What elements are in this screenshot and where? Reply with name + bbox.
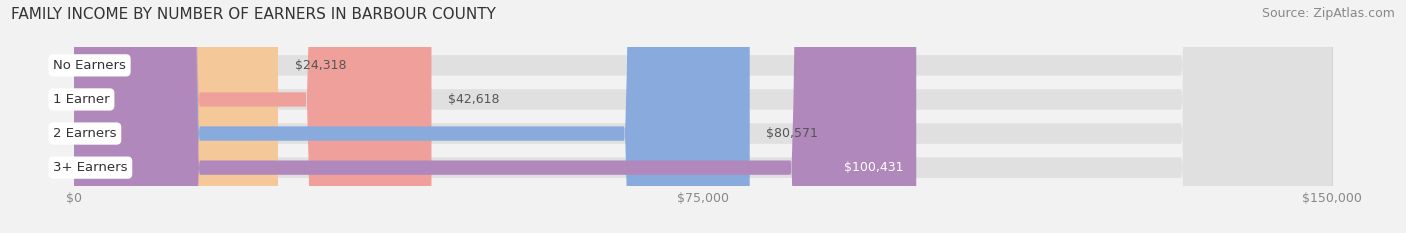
- Text: $100,431: $100,431: [844, 161, 904, 174]
- Text: No Earners: No Earners: [53, 59, 127, 72]
- Text: $42,618: $42,618: [449, 93, 499, 106]
- FancyBboxPatch shape: [75, 0, 1331, 233]
- Text: Source: ZipAtlas.com: Source: ZipAtlas.com: [1261, 7, 1395, 20]
- Text: $80,571: $80,571: [766, 127, 818, 140]
- FancyBboxPatch shape: [75, 0, 278, 233]
- Text: $24,318: $24,318: [295, 59, 346, 72]
- FancyBboxPatch shape: [75, 0, 1331, 233]
- Text: 1 Earner: 1 Earner: [53, 93, 110, 106]
- FancyBboxPatch shape: [75, 0, 1331, 233]
- Text: FAMILY INCOME BY NUMBER OF EARNERS IN BARBOUR COUNTY: FAMILY INCOME BY NUMBER OF EARNERS IN BA…: [11, 7, 496, 22]
- FancyBboxPatch shape: [75, 0, 1331, 233]
- FancyBboxPatch shape: [75, 0, 432, 233]
- Text: 3+ Earners: 3+ Earners: [53, 161, 128, 174]
- FancyBboxPatch shape: [75, 0, 749, 233]
- Text: 2 Earners: 2 Earners: [53, 127, 117, 140]
- FancyBboxPatch shape: [75, 0, 917, 233]
